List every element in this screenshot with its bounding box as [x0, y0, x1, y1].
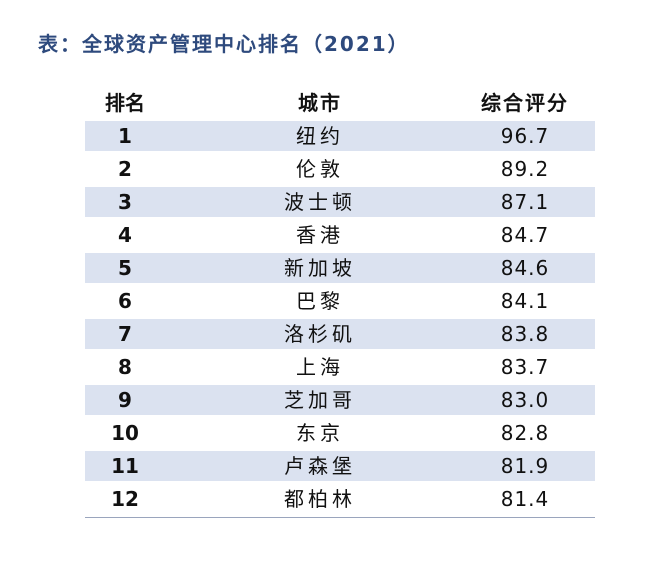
table-cell: 8: [118, 355, 132, 379]
table-row: 8 上海 83.7: [85, 352, 595, 382]
table-cell: 82.8: [500, 421, 550, 445]
table-cell: 83.7: [500, 355, 550, 379]
table-row: 5 新加坡 84.6: [85, 253, 595, 283]
table-row: 7 洛杉矶 83.8: [85, 319, 595, 349]
table-cell: 84.1: [500, 289, 550, 313]
table-cell: 卢森堡: [284, 454, 356, 478]
header-cell: 城市: [298, 91, 342, 115]
table-cell: 87.1: [500, 190, 550, 214]
table-cell: 96.7: [500, 124, 550, 148]
title: 表：全球资产管理中心排名（2021）: [38, 32, 410, 56]
table-row: 12 都柏林 81.4: [85, 484, 595, 514]
table-row: 3 波士顿 87.1: [85, 187, 595, 217]
table-cell: 新加坡: [284, 256, 356, 280]
table-cell: 11: [111, 454, 139, 478]
table-bottom-rule: [85, 517, 595, 518]
header-row: 排名 城市 综合评分: [85, 88, 595, 118]
table-row: 4 香港 84.7: [85, 220, 595, 250]
table-cell: 81.4: [500, 487, 550, 511]
table-cell: 83.0: [500, 388, 550, 412]
table-cell: 波士顿: [284, 190, 356, 214]
header-cell: 综合评分: [481, 91, 569, 115]
table-cell: 10: [111, 421, 139, 445]
table-cell: 2: [118, 157, 132, 181]
table-cell: 89.2: [500, 157, 550, 181]
table-cell: 3: [118, 190, 132, 214]
table-cell: 香港: [296, 223, 344, 247]
table-cell: 7: [118, 322, 132, 346]
header-cell: 排名: [105, 91, 145, 115]
table-cell: 9: [118, 388, 132, 412]
table-row: 11 卢森堡 81.9: [85, 451, 595, 481]
table-cell: 6: [118, 289, 132, 313]
table-cell: 84.7: [500, 223, 550, 247]
table-row: 2 伦敦 89.2: [85, 154, 595, 184]
table-cell: 5: [118, 256, 132, 280]
table-cell: 1: [118, 124, 132, 148]
table: 排名 城市 综合评分 1 纽约 96.7 2 伦敦 89.2 3 波士顿 87.1 4 香港 84.7 5 新加…: [85, 88, 595, 517]
table-cell: 伦敦: [296, 157, 344, 181]
table-cell: 84.6: [500, 256, 550, 280]
table-cell: 4: [118, 223, 132, 247]
table-cell: 芝加哥: [284, 388, 356, 412]
table-cell: 东京: [296, 421, 344, 445]
table-row: 6 巴黎 84.1: [85, 286, 595, 316]
table-row: 9 芝加哥 83.0: [85, 385, 595, 415]
table-row: 10 东京 82.8: [85, 418, 595, 448]
table-cell: 都柏林: [284, 487, 356, 511]
table-cell: 巴黎: [296, 289, 344, 313]
table-cell: 83.8: [500, 322, 550, 346]
table-cell: 纽约: [296, 124, 344, 148]
table-cell: 81.9: [500, 454, 550, 478]
table-cell: 上海: [296, 355, 344, 379]
table-cell: 12: [111, 487, 139, 511]
table-row: 1 纽约 96.7: [85, 121, 595, 151]
table-cell: 洛杉矶: [284, 322, 356, 346]
